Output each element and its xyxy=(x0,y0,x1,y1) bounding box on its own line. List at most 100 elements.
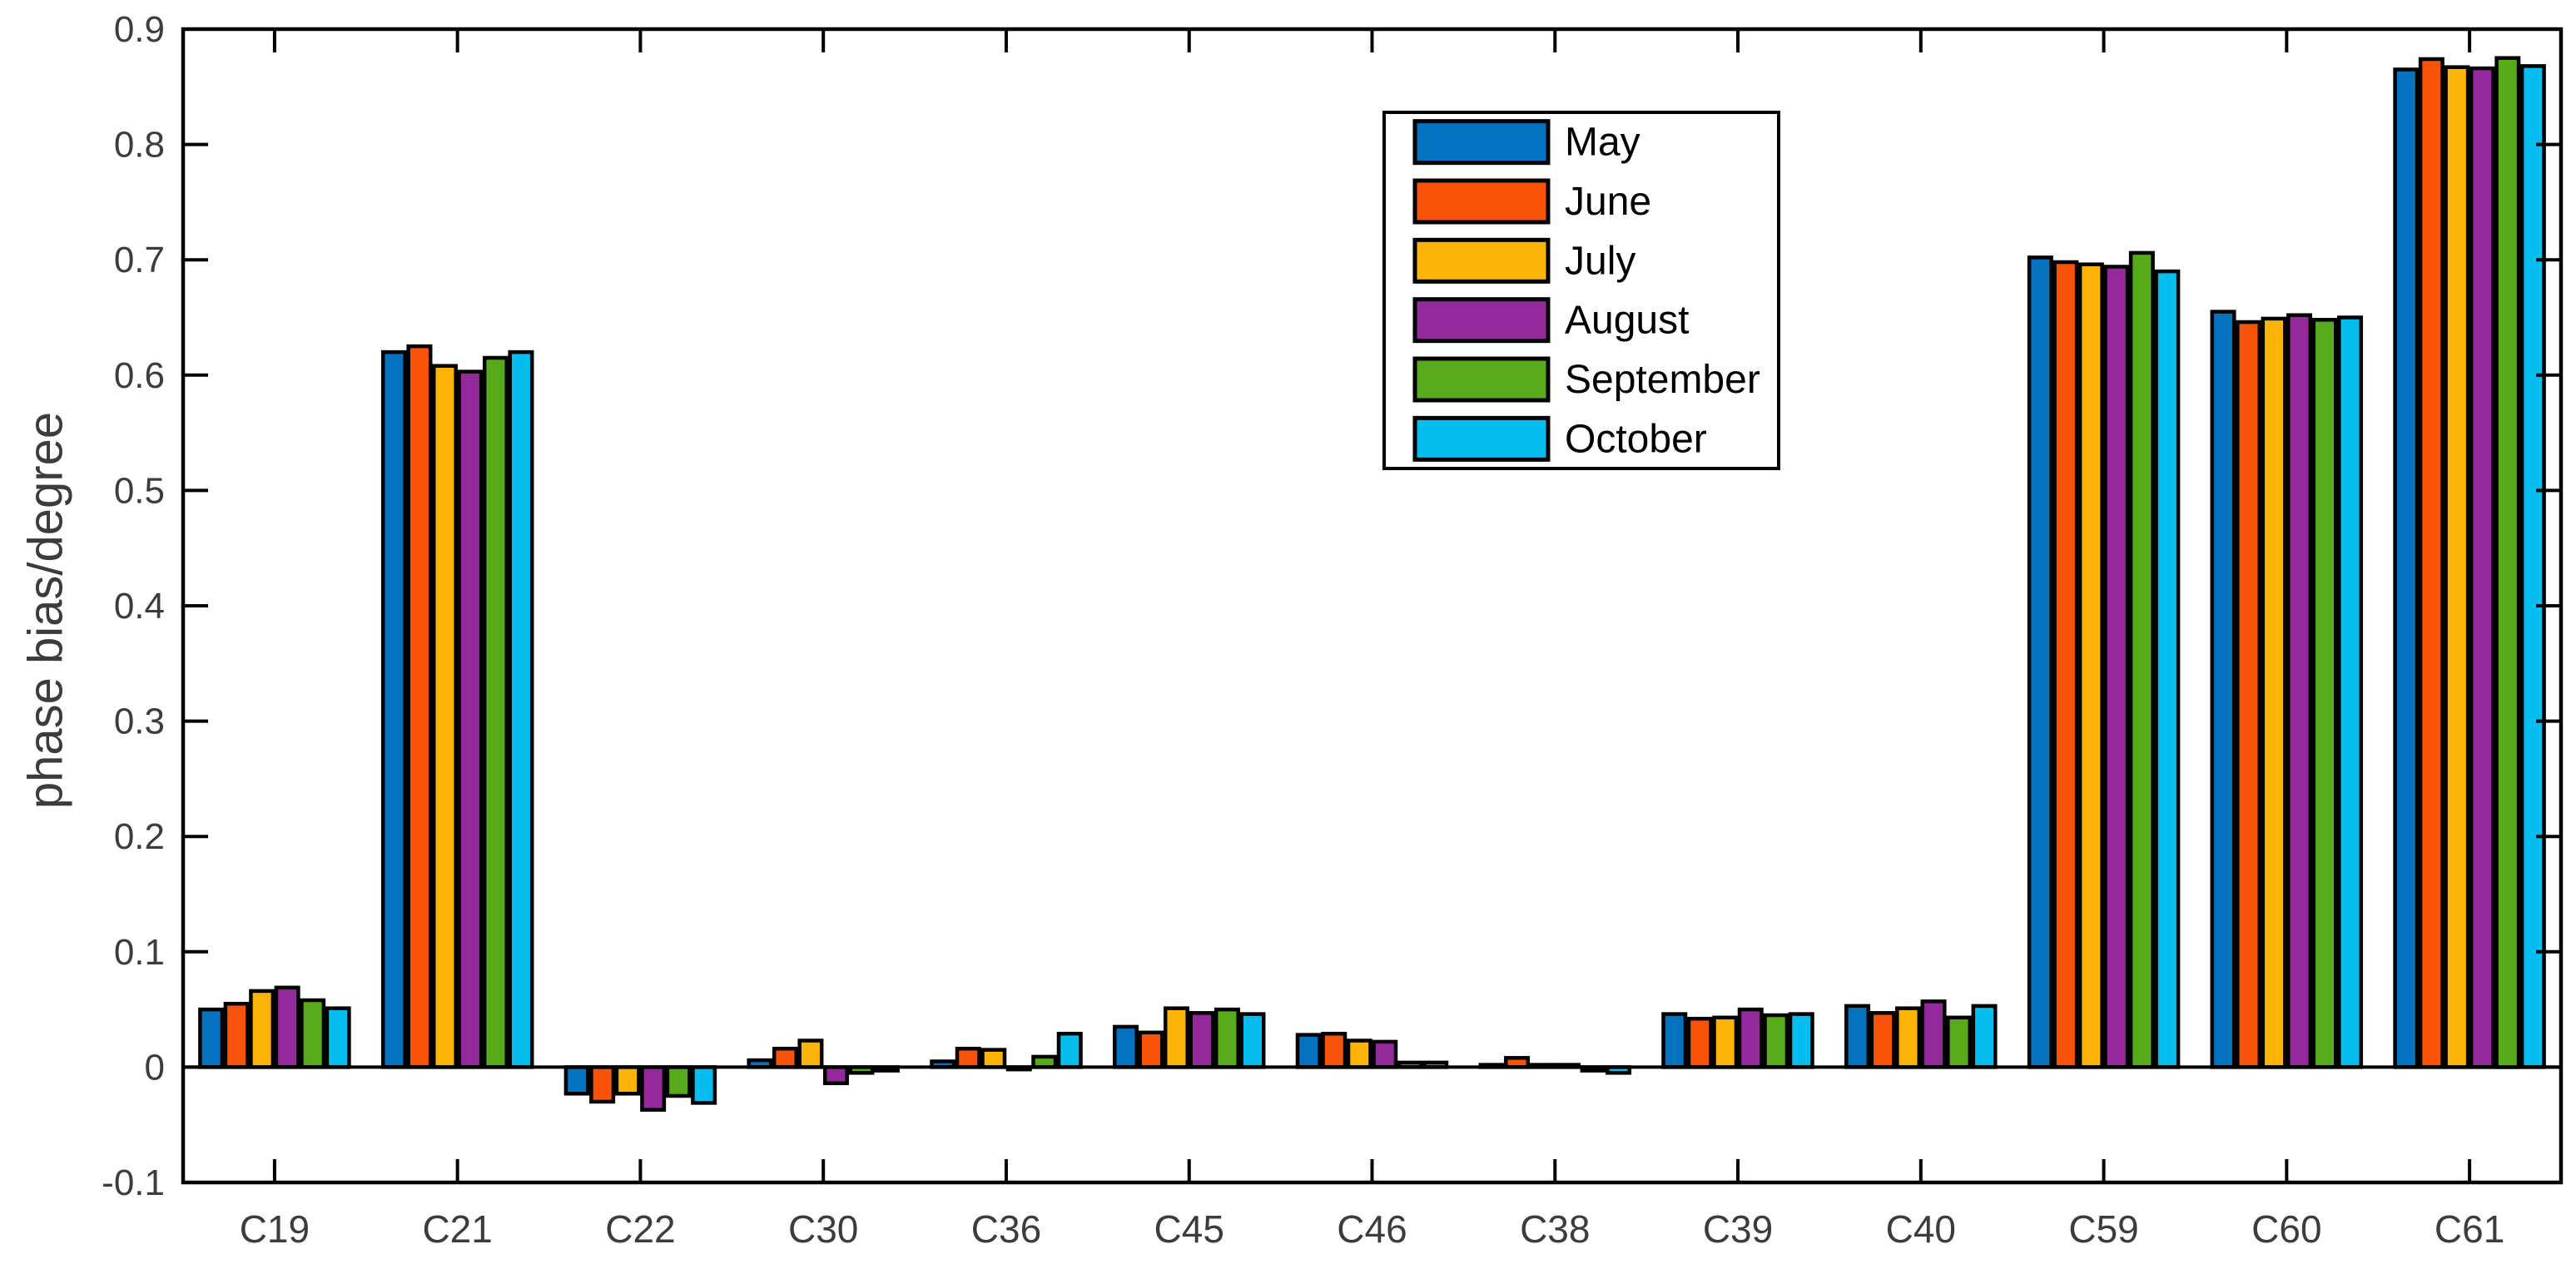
legend-swatch-may xyxy=(1412,119,1551,166)
legend-swatch-august xyxy=(1412,297,1551,344)
bar-C61-october xyxy=(2519,64,2546,1069)
bar-C59-may xyxy=(2027,255,2053,1069)
bar-C40-may xyxy=(1844,1004,1871,1069)
legend-label-august: August xyxy=(1565,299,1689,343)
bar-C19-october xyxy=(325,1006,351,1069)
bar-C61-june xyxy=(2418,57,2444,1069)
x-tick-label-C36: C36 xyxy=(971,1207,1041,1251)
x-tick-label-C40: C40 xyxy=(1886,1207,1956,1251)
y-tick-label: 0.3 xyxy=(114,701,165,742)
bar-C46-may xyxy=(1295,1033,1322,1069)
y-tick-label: -0.1 xyxy=(102,1162,165,1203)
bar-C40-october xyxy=(1971,1004,1998,1069)
bar-C30-july xyxy=(797,1038,824,1069)
bar-C39-may xyxy=(1661,1012,1688,1069)
bar-C45-october xyxy=(1239,1012,1266,1069)
bar-C30-august xyxy=(822,1065,849,1086)
y-tick-label: 0.4 xyxy=(114,586,165,627)
y-tick-label: 0.1 xyxy=(114,932,165,973)
bar-C60-july xyxy=(2261,316,2287,1069)
x-tick-label-C59: C59 xyxy=(2068,1207,2138,1251)
bar-C46-june xyxy=(1321,1031,1348,1069)
bar-C59-october xyxy=(2154,269,2181,1069)
bar-C60-june xyxy=(2236,320,2262,1069)
bar-C59-august xyxy=(2103,265,2130,1069)
bar-C19-may xyxy=(198,1007,225,1069)
bar-C36-july xyxy=(980,1048,1007,1069)
y-tick-label: 0.5 xyxy=(114,470,165,511)
bar-C19-june xyxy=(223,1001,250,1069)
bar-C59-september xyxy=(2128,250,2155,1069)
bar-C40-june xyxy=(1869,1011,1896,1069)
x-tick-label-C60: C60 xyxy=(2251,1207,2321,1251)
x-tick-label-C39: C39 xyxy=(1703,1207,1773,1251)
bar-C61-august xyxy=(2469,66,2495,1069)
y-tick-label: 0.6 xyxy=(114,355,165,396)
bar-C45-june xyxy=(1138,1030,1164,1069)
bar-C45-may xyxy=(1112,1024,1139,1069)
y-tick-label: 0.2 xyxy=(114,816,165,857)
bar-C22-september xyxy=(665,1065,692,1098)
bar-C60-september xyxy=(2311,318,2338,1069)
bar-C39-june xyxy=(1686,1016,1713,1069)
bar-C61-may xyxy=(2393,67,2420,1069)
bar-C39-september xyxy=(1763,1013,1789,1069)
bar-C22-may xyxy=(563,1065,590,1096)
bar-C21-august xyxy=(457,369,484,1069)
legend-label-may: May xyxy=(1565,121,1640,165)
bar-C60-october xyxy=(2337,315,2364,1069)
legend-swatch-october xyxy=(1412,415,1551,462)
x-tick-label-C21: C21 xyxy=(422,1207,492,1251)
bar-C46-august xyxy=(1372,1039,1398,1069)
bar-C36-october xyxy=(1056,1031,1083,1069)
y-tick-label: 0 xyxy=(145,1047,165,1088)
bar-C22-october xyxy=(691,1065,717,1105)
bar-C19-july xyxy=(249,989,275,1069)
bar-C39-october xyxy=(1788,1012,1814,1069)
bar-C40-august xyxy=(1920,999,1947,1069)
bar-C61-september xyxy=(2494,56,2521,1069)
y-tick-label: 0.9 xyxy=(114,9,165,50)
bar-C21-june xyxy=(406,344,433,1069)
x-tick-label-C19: C19 xyxy=(240,1207,310,1251)
bar-C45-july xyxy=(1163,1006,1189,1069)
bar-C39-july xyxy=(1712,1015,1739,1069)
bar-C59-june xyxy=(2052,260,2079,1069)
bar-C36-june xyxy=(955,1046,981,1069)
legend-swatch-september xyxy=(1412,356,1551,403)
y-tick-label: 0.7 xyxy=(114,240,165,280)
bar-C61-july xyxy=(2444,65,2470,1069)
x-tick-label-C61: C61 xyxy=(2435,1207,2504,1251)
bar-C21-may xyxy=(380,349,407,1069)
legend-label-june: June xyxy=(1565,180,1651,224)
legend-box xyxy=(1382,111,1780,470)
bar-C21-september xyxy=(482,355,509,1069)
bar-C60-may xyxy=(2210,310,2236,1069)
y-axis-label: phase bias/degree xyxy=(18,411,73,810)
bar-C45-august xyxy=(1189,1011,1215,1069)
legend-swatch-june xyxy=(1412,178,1551,225)
x-tick-label-C30: C30 xyxy=(788,1207,858,1251)
legend-swatch-july xyxy=(1412,237,1551,284)
bar-C39-august xyxy=(1737,1007,1764,1069)
x-tick-label-C46: C46 xyxy=(1337,1207,1407,1251)
legend-label-july: July xyxy=(1565,239,1635,283)
x-tick-label-C38: C38 xyxy=(1520,1207,1590,1251)
bar-C30-june xyxy=(772,1046,798,1069)
bar-C60-august xyxy=(2286,313,2313,1069)
bar-C40-september xyxy=(1946,1015,1973,1069)
legend-label-october: October xyxy=(1565,417,1707,461)
bar-C19-august xyxy=(274,985,300,1069)
bar-C21-july xyxy=(431,364,458,1069)
bar-C21-october xyxy=(508,349,534,1069)
bar-C46-july xyxy=(1346,1038,1372,1069)
x-tick-label-C22: C22 xyxy=(605,1207,675,1251)
bar-C45-september xyxy=(1214,1007,1240,1069)
bar-C40-july xyxy=(1895,1006,1922,1069)
bar-C22-august xyxy=(640,1065,667,1112)
x-tick-label-C45: C45 xyxy=(1154,1207,1224,1251)
bar-C59-july xyxy=(2077,262,2104,1069)
y-tick-label: 0.8 xyxy=(114,125,165,166)
